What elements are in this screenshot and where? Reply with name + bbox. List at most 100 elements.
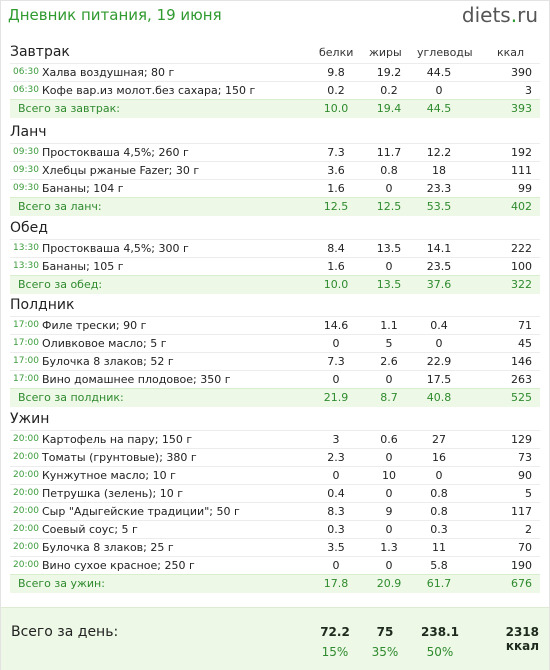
cell-carbs: 53.5 bbox=[426, 200, 452, 213]
site-logo[interactable]: diets.ru bbox=[461, 3, 538, 27]
cell-protein: 0 bbox=[332, 559, 340, 572]
cell-carbs: 14.1 bbox=[426, 242, 452, 255]
meal-total-row: Всего за полдник: 21.9 8.7 40.8 525 bbox=[10, 388, 540, 407]
cell-kcal: 73 bbox=[518, 451, 532, 464]
column-header-carbs: углеводы bbox=[417, 46, 473, 59]
food-row[interactable]: 09:30 Простокваша 4,5%; 260 г 7.3 11.7 12.2 1… bbox=[10, 143, 540, 162]
food-row[interactable]: 20:00 Вино сухое красное; 250 г 0 0 5.8 190 bbox=[10, 556, 540, 575]
food-name: Сыр "Адыгейские традиции"; 50 г bbox=[42, 505, 240, 518]
cell-protein: 12.5 bbox=[323, 200, 349, 213]
cell-fat: 19.2 bbox=[376, 66, 402, 79]
cell-kcal: 99 bbox=[518, 182, 532, 195]
cell-protein: 3.5 bbox=[327, 541, 345, 554]
food-row[interactable]: 09:30 Хлебцы ржаные Fazer; 30 г 3.6 0.8 18 11… bbox=[10, 161, 540, 180]
cell-protein: 9.8 bbox=[327, 66, 345, 79]
cell-fat: 0 bbox=[385, 182, 393, 195]
food-row[interactable]: 20:00 Сыр "Адыгейские традиции"; 50 г 8.3 9… bbox=[10, 502, 540, 521]
cell-carbs: 0.4 bbox=[430, 319, 448, 332]
cell-carbs: 23.5 bbox=[426, 260, 452, 273]
cell-kcal: 117 bbox=[511, 505, 532, 518]
food-row[interactable]: 17:00 Вино домашнее плодовое; 350 г 0 0 17.5… bbox=[10, 370, 540, 389]
cell-kcal: 192 bbox=[511, 146, 532, 159]
cell-protein: 8.4 bbox=[327, 242, 345, 255]
food-name: Картофель на пару; 150 г bbox=[42, 433, 193, 446]
food-name: Вино сухое красное; 250 г bbox=[42, 559, 195, 572]
food-name: Вино домашнее плодовое; 350 г bbox=[42, 373, 231, 386]
food-name: Простокваша 4,5%; 300 г bbox=[42, 242, 189, 255]
time-label: 20:00 bbox=[13, 488, 39, 498]
meal-total-row: Всего за завтрак: 10.0 19.4 44.5 393 bbox=[10, 99, 540, 118]
cell-carbs: 44.5 bbox=[426, 102, 452, 115]
meal-title: Ужин bbox=[10, 411, 50, 427]
food-row[interactable]: 13:30 Бананы; 105 г 1.6 0 23.5 100 bbox=[10, 257, 540, 276]
food-row[interactable]: 06:30 Халва воздушная; 80 г 9.8 19.2 44.5 390 bbox=[10, 63, 540, 82]
food-row[interactable]: 20:00 Соевый соус; 5 г 0.3 0 0.3 2 bbox=[10, 520, 540, 539]
cell-fat: 20.9 bbox=[376, 577, 402, 590]
cell-fat: 9 bbox=[385, 505, 393, 518]
time-label: 20:00 bbox=[13, 560, 39, 570]
food-row[interactable]: 20:00 Картофель на пару; 150 г 3 0.6 27 129 bbox=[10, 430, 540, 449]
time-label: 17:00 bbox=[13, 356, 39, 366]
food-row[interactable]: 17:00 Филе трески; 90 г 14.6 1.1 0.4 71 bbox=[10, 316, 540, 335]
cell-kcal: 71 bbox=[518, 319, 532, 332]
time-label: 17:00 bbox=[13, 338, 39, 348]
food-row[interactable]: 20:00 Томаты (грунтовые); 380 г 2.3 0 16 73 bbox=[10, 448, 540, 467]
cell-fat: 8.7 bbox=[380, 391, 398, 404]
cell-carbs: 44.5 bbox=[426, 66, 452, 79]
time-label: 09:30 bbox=[13, 183, 39, 193]
cell-kcal: 3 bbox=[525, 84, 532, 97]
cell-kcal: 100 bbox=[511, 260, 532, 273]
cell-kcal: 676 bbox=[511, 577, 532, 590]
cell-carbs: 23.3 bbox=[426, 182, 452, 195]
cell-fat: 5 bbox=[385, 337, 393, 350]
day-total-protein-pct: 15% bbox=[321, 645, 349, 659]
cell-protein: 7.3 bbox=[327, 146, 345, 159]
meal-total-row: Всего за ланч: 12.5 12.5 53.5 402 bbox=[10, 197, 540, 216]
cell-carbs: 17.5 bbox=[426, 373, 452, 386]
food-row[interactable]: 13:30 Простокваша 4,5%; 300 г 8.4 13.5 14.1 2… bbox=[10, 239, 540, 258]
cell-fat: 0 bbox=[385, 487, 393, 500]
cell-carbs: 16 bbox=[432, 451, 446, 464]
cell-protein: 1.6 bbox=[327, 182, 345, 195]
day-total-carbs: 238.1 bbox=[421, 625, 459, 639]
cell-protein: 14.6 bbox=[323, 319, 349, 332]
cell-protein: 8.3 bbox=[327, 505, 345, 518]
day-total-fat: 75 bbox=[376, 625, 394, 639]
meal-total-label: Всего за ужин: bbox=[18, 577, 105, 590]
meal-total-label: Всего за обед: bbox=[18, 278, 103, 291]
food-row[interactable]: 17:00 Оливковое масло; 5 г 0 5 0 45 bbox=[10, 334, 540, 353]
cell-carbs: 0 bbox=[435, 469, 443, 482]
cell-protein: 0 bbox=[332, 469, 340, 482]
food-name: Кофе вар.из молот.без сахара; 150 г bbox=[42, 84, 256, 97]
cell-kcal: 263 bbox=[511, 373, 532, 386]
food-row[interactable]: 20:00 Кунжутное масло; 10 г 0 10 0 90 bbox=[10, 466, 540, 485]
cell-protein: 2.3 bbox=[327, 451, 345, 464]
food-row[interactable]: 06:30 Кофе вар.из молот.без сахара; 150 г… bbox=[10, 81, 540, 100]
page-title: Дневник питания, 19 июня bbox=[8, 6, 222, 24]
meal-title: Ланч bbox=[10, 124, 47, 140]
cell-kcal: 525 bbox=[511, 391, 532, 404]
food-row[interactable]: 20:00 Петрушка (зелень); 10 г 0.4 0 0.8 5 bbox=[10, 484, 540, 503]
time-label: 20:00 bbox=[13, 434, 39, 444]
cell-kcal: 322 bbox=[511, 278, 532, 291]
food-name: Кунжутное масло; 10 г bbox=[42, 469, 176, 482]
food-name: Хлебцы ржаные Fazer; 30 г bbox=[42, 164, 200, 177]
cell-fat: 11.7 bbox=[376, 146, 402, 159]
cell-fat: 1.3 bbox=[380, 541, 398, 554]
cell-kcal: 390 bbox=[511, 66, 532, 79]
column-header-protein: белки bbox=[319, 46, 354, 59]
food-name: Булочка 8 злаков; 52 г bbox=[42, 355, 174, 368]
time-label: 20:00 bbox=[13, 524, 39, 534]
cell-carbs: 22.9 bbox=[426, 355, 452, 368]
meal-title: Обед bbox=[10, 220, 48, 236]
cell-kcal: 111 bbox=[511, 164, 532, 177]
food-row[interactable]: 17:00 Булочка 8 злаков; 52 г 7.3 2.6 22.9 146 bbox=[10, 352, 540, 371]
food-row[interactable]: 09:30 Бананы; 104 г 1.6 0 23.3 99 bbox=[10, 179, 540, 198]
day-total-carbs-pct: 50% bbox=[426, 645, 454, 659]
time-label: 20:00 bbox=[13, 470, 39, 480]
day-total-kcal: 2318 ккал bbox=[505, 625, 539, 653]
food-row[interactable]: 20:00 Булочка 8 злаков; 25 г 3.5 1.3 11 70 bbox=[10, 538, 540, 557]
cell-carbs: 40.8 bbox=[426, 391, 452, 404]
cell-fat: 0 bbox=[385, 373, 393, 386]
cell-carbs: 0.8 bbox=[430, 505, 448, 518]
